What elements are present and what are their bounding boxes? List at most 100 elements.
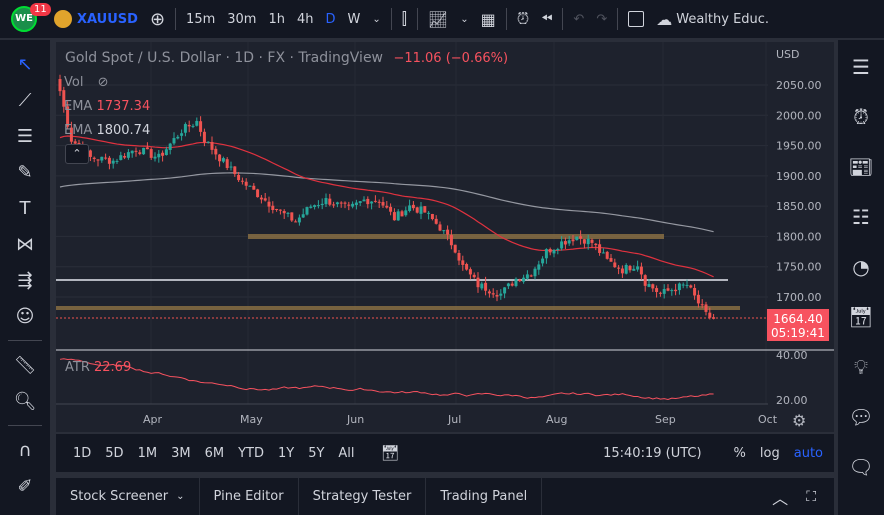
candle — [434, 218, 438, 224]
maximize-panel-icon[interactable]: ⛶ — [806, 488, 816, 505]
auto-toggle[interactable]: auto — [793, 445, 823, 461]
candle — [613, 262, 617, 268]
candle — [206, 141, 210, 143]
candle — [240, 180, 244, 182]
candles-icon[interactable]: ⫿ — [401, 9, 407, 28]
clock-time[interactable]: 15:40:19 (UTC) — [603, 445, 702, 461]
brush-icon[interactable]: ✎ — [17, 161, 33, 183]
price-chart[interactable]: 2050.00 2000.00 1950.00 1900.00 1850.00 1800.… — [56, 42, 834, 432]
go-to-date-icon[interactable]: 📅︎ — [380, 444, 400, 462]
range-1y[interactable]: 1Y — [277, 445, 295, 461]
pattern-icon[interactable]: ⋈ — [16, 233, 34, 255]
interval-d[interactable]: D — [325, 11, 336, 27]
range-5d[interactable]: 5D — [105, 445, 124, 461]
object-tree-icon[interactable]: ☷ — [852, 205, 870, 229]
tab-strategy-tester[interactable]: Strategy Tester — [299, 478, 427, 515]
replay-icon[interactable]: ⏪︎ — [541, 11, 553, 27]
candle — [487, 291, 491, 294]
layout-grid-icon[interactable]: ▦ — [480, 9, 496, 29]
lock-drawings-icon[interactable]: ✐ — [17, 475, 33, 497]
range-all[interactable]: All — [338, 445, 355, 461]
chart-area[interactable]: 2050.00 2000.00 1950.00 1900.00 1850.00 1800.… — [56, 42, 834, 432]
emoji-icon[interactable]: ☺ — [15, 305, 35, 327]
zoom-icon[interactable]: 🔍︎ — [13, 390, 37, 412]
price-tick: 1800.00 — [776, 230, 822, 243]
watchlist-icon[interactable]: ☰ — [852, 55, 870, 79]
ruler-icon[interactable]: 📏︎ — [13, 354, 37, 376]
candle — [278, 209, 282, 211]
chevron-down-icon[interactable]: ⌄ — [176, 491, 185, 502]
collapse-legend-button[interactable]: ⌃ — [65, 144, 89, 164]
range-3m[interactable]: 3M — [171, 445, 191, 461]
messages-icon[interactable]: 🗨︎ — [848, 455, 874, 479]
chevron-down-icon[interactable]: ⌄ — [372, 13, 381, 25]
candle — [324, 198, 328, 205]
eye-hidden-icon[interactable]: ⊘ — [97, 75, 109, 90]
atr-legend[interactable]: ATR 22.69 — [65, 360, 131, 375]
indicators-icon[interactable]: 📈︎ — [427, 9, 449, 29]
collapse-panel-icon[interactable]: ︿ — [772, 488, 789, 508]
alerts-icon[interactable]: ⏰︎ — [853, 105, 869, 129]
trend-line-icon[interactable]: ⟋ — [18, 89, 32, 111]
calendar-icon[interactable]: 📅︎ — [848, 305, 874, 329]
undo-icon[interactable]: ↶ — [573, 11, 585, 27]
log-toggle[interactable]: log — [759, 445, 780, 461]
fullscreen-square-icon[interactable] — [622, 0, 650, 38]
ideas-icon[interactable]: 💡︎ — [854, 355, 868, 379]
fib-icon[interactable]: ☰ — [16, 125, 34, 147]
range-ytd[interactable]: YTD — [238, 445, 264, 461]
settings-gear-icon[interactable]: ⚙ — [792, 411, 806, 430]
candle — [389, 206, 393, 212]
candle — [244, 181, 248, 186]
tab-stock-screener[interactable]: Stock Screener ⌄ — [56, 478, 200, 515]
atr-label: ATR — [65, 360, 90, 375]
candle — [438, 224, 442, 231]
interval-4h[interactable]: 4h — [297, 11, 314, 27]
candle — [624, 264, 628, 274]
candle — [370, 201, 374, 204]
news-icon[interactable]: 📰︎ — [848, 155, 874, 179]
tab-trading-panel[interactable]: Trading Panel — [426, 478, 543, 515]
candle — [582, 239, 586, 244]
text-icon[interactable]: T — [19, 197, 31, 219]
currency-selector[interactable]: USD — [776, 48, 800, 61]
price-tick: 1900.00 — [776, 170, 822, 183]
ema-slow-legend[interactable]: EMA 1800.74 — [64, 123, 150, 138]
candle — [617, 267, 621, 269]
candle — [453, 244, 457, 253]
interval-15m[interactable]: 15m — [186, 11, 216, 27]
candle — [419, 206, 423, 214]
chevron-down-icon[interactable]: ⌄ — [460, 13, 469, 25]
magnet-icon[interactable]: ∩ — [18, 439, 32, 461]
tab-pine-editor[interactable]: Pine Editor — [200, 478, 299, 515]
alarm-icon[interactable]: ⏰︎ — [516, 9, 530, 28]
range-1m[interactable]: 1M — [137, 445, 158, 461]
range-1d[interactable]: 1D — [73, 445, 92, 461]
percent-toggle[interactable]: % — [733, 445, 746, 461]
ema-slow-line — [59, 172, 714, 233]
resistance-zone[interactable] — [248, 234, 664, 239]
compare-add-icon[interactable]: ⊕ — [149, 8, 166, 30]
interval-1h[interactable]: 1h — [268, 11, 285, 27]
support-zone[interactable] — [56, 306, 740, 310]
redo-icon[interactable]: ↷ — [596, 11, 608, 27]
prediction-icon[interactable]: ⇶ — [17, 269, 33, 291]
save-layout-button[interactable]: ☁︎ Wealthy Educ. — [650, 0, 775, 38]
range-5y[interactable]: 5Y — [308, 445, 325, 461]
hotlist-icon[interactable]: ◔ — [852, 255, 870, 279]
ema-fast-legend[interactable]: EMA 1737.34 — [64, 99, 150, 114]
cursor-icon[interactable]: ↖ — [17, 53, 33, 75]
candle — [480, 283, 484, 289]
interval-w[interactable]: W — [347, 11, 361, 27]
chat-icon[interactable]: 💬︎ — [848, 405, 874, 429]
vol-legend[interactable]: Vol ⊘ — [64, 75, 109, 90]
candle — [377, 201, 381, 203]
logo-button[interactable]: WE 11 — [0, 0, 51, 38]
candle — [96, 159, 100, 161]
symbol-search[interactable]: XAUUSD — [48, 0, 144, 38]
range-6m[interactable]: 6M — [204, 445, 225, 461]
interval-30m[interactable]: 30m — [227, 11, 257, 27]
candle — [347, 204, 351, 206]
candle — [586, 238, 590, 245]
candle — [643, 275, 647, 286]
